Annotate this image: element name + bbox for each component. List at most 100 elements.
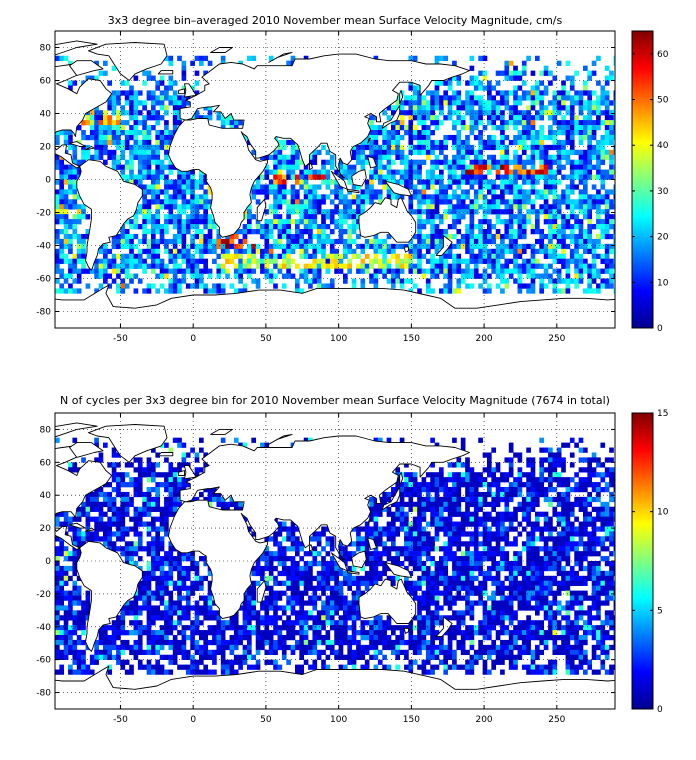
bin-cell: [500, 526, 505, 532]
bin-cell: [408, 541, 414, 547]
bin-cell: [434, 199, 440, 205]
bin-cell: [430, 506, 435, 512]
bin-cell: [268, 561, 274, 567]
bin-cell: [360, 159, 366, 165]
bin-cell: [404, 472, 409, 478]
bin-cell: [495, 477, 501, 483]
bin-cell: [76, 541, 82, 547]
bin-cell: [404, 546, 409, 552]
bin-cell: [312, 556, 318, 562]
bin-cell: [548, 130, 553, 136]
bin-cell: [548, 457, 553, 463]
bin-cell: [478, 243, 483, 250]
bin-cell: [596, 224, 601, 230]
bin-cell: [513, 233, 518, 240]
bin-cell: [85, 521, 91, 527]
bin-cell: [203, 248, 209, 255]
bin-cell: [356, 144, 361, 151]
bin-cell: [587, 536, 593, 542]
bin-cell: [495, 248, 501, 255]
bin-cell: [181, 452, 187, 458]
bin-cell: [548, 204, 553, 210]
bin-cell: [591, 154, 597, 160]
bin-cell: [609, 243, 614, 250]
bin-cell: [521, 243, 527, 250]
bin-cell: [412, 149, 418, 156]
bin-cell: [103, 60, 108, 66]
bin-cell: [548, 248, 553, 255]
bin-cell: [133, 233, 139, 240]
bin-cell: [382, 139, 387, 146]
bin-cell: [583, 115, 588, 121]
bin-cell: [151, 487, 156, 493]
bin-cell: [142, 219, 147, 225]
bin-cell: [587, 115, 593, 121]
bin-cell: [303, 437, 309, 443]
bin-cell: [351, 214, 357, 220]
bin-cell: [356, 159, 361, 165]
bin-cell: [530, 487, 536, 493]
bin-cell: [578, 541, 584, 547]
bin-cell: [521, 283, 527, 289]
bin-cell: [569, 75, 575, 81]
bin-cell: [225, 120, 230, 126]
bin-cell: [513, 278, 518, 284]
bin-cell: [404, 526, 409, 532]
bin-cell: [583, 134, 588, 141]
bin-cell: [142, 570, 147, 577]
bin-cell: [172, 100, 178, 106]
landmass-africa-eurasia: [168, 53, 470, 238]
bin-cell: [604, 105, 610, 111]
bin-cell: [574, 278, 579, 284]
bin-cell: [526, 189, 531, 195]
bin-cell: [129, 90, 134, 96]
bin-cell: [508, 243, 514, 250]
bin-cell: [321, 224, 326, 230]
bin-cell: [535, 248, 540, 255]
bin-cell: [268, 233, 274, 240]
bin-cell: [452, 120, 457, 126]
bin-cell: [543, 90, 549, 96]
landmass-hispaniola: [85, 146, 95, 151]
bin-cell: [548, 233, 553, 240]
bin-cell: [151, 159, 156, 165]
bin-cell: [591, 263, 597, 269]
bin-cell: [399, 149, 405, 156]
bin-cell: [613, 144, 615, 151]
bin-cell: [120, 283, 126, 289]
bin-cell: [59, 204, 65, 210]
bin-cell: [556, 482, 562, 488]
bin-cell: [312, 531, 318, 537]
bin-cell: [600, 184, 606, 190]
bin-cell: [63, 55, 69, 61]
bin-cell: [530, 134, 536, 141]
bin-cell: [377, 243, 383, 250]
bin-cell: [530, 179, 536, 185]
bin-cell: [133, 561, 139, 567]
bin-cell: [124, 551, 130, 557]
bin-cell: [613, 253, 615, 259]
bin-cell: [360, 536, 366, 542]
bin-cell: [120, 253, 126, 259]
bin-cell: [556, 125, 562, 131]
bin-cell: [168, 561, 174, 567]
bin-cell: [561, 526, 566, 532]
bin-cell: [530, 209, 536, 215]
bin-cell: [72, 288, 78, 294]
bin-cell: [312, 214, 318, 220]
bin-cell: [386, 134, 392, 141]
bin-cell: [609, 565, 614, 572]
bin-cell: [133, 110, 139, 116]
bin-cell: [190, 85, 195, 91]
bin-cell: [434, 521, 440, 527]
bin-cell: [578, 224, 584, 230]
bin-cell: [482, 243, 488, 250]
bin-cell: [146, 457, 152, 463]
bin-cell: [556, 214, 562, 220]
bin-cell: [251, 149, 257, 156]
bin-cell: [391, 243, 396, 250]
bin-cell: [281, 556, 287, 562]
bin-cell: [338, 233, 344, 240]
bin-cell: [460, 482, 466, 488]
bin-cell: [181, 570, 187, 577]
